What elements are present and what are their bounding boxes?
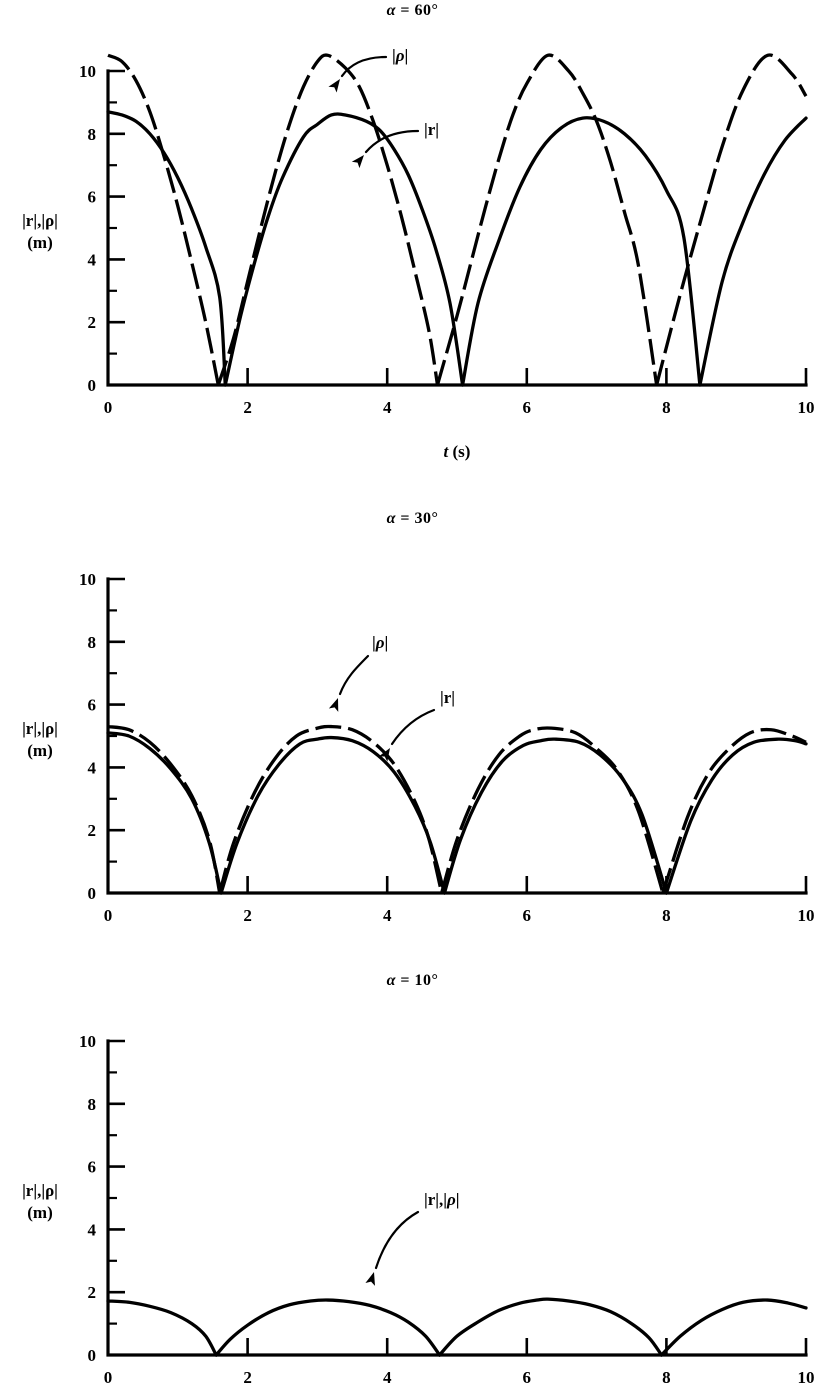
y-axis-label: |r|,|ρ| <box>22 719 58 738</box>
data-curve-r <box>219 735 447 895</box>
axes-alpha-60: 0 2 4 6 8 10 0 2 4 6 8 10 |r|,|ρ| (m) t (s) <box>22 62 814 461</box>
annotations-alpha-10: |r|,|ρ| <box>365 1190 460 1286</box>
y-tick-label: 0 <box>88 884 97 903</box>
data-curve-r <box>437 1297 664 1357</box>
r-label: |r| <box>440 688 455 707</box>
data-curve-series <box>216 53 440 386</box>
y-tick-label: 10 <box>79 570 96 589</box>
data-curve-r <box>442 737 669 895</box>
leader-line <box>364 129 420 154</box>
data-curve-r <box>106 110 227 387</box>
leader-line <box>338 654 370 696</box>
y-tick-label: 6 <box>88 1158 97 1177</box>
r-rho-label: |r|,|ρ| <box>424 1190 460 1209</box>
x-tick-label: 6 <box>523 1368 532 1386</box>
leader-line <box>374 1210 420 1270</box>
x-tick-label: 0 <box>104 1368 113 1386</box>
x-tick-label: 8 <box>662 398 671 417</box>
x-tick-label: 6 <box>523 398 532 417</box>
x-tick-label: 6 <box>523 906 532 924</box>
data-curve-series <box>107 53 220 386</box>
data-curve-r <box>106 731 223 895</box>
plot-svg-alpha-60: 0 2 4 6 8 10 0 2 4 6 8 10 |r|,|ρ| (m) t (s) |ρ| |r| <box>22 46 814 461</box>
x-tick-label: 2 <box>243 906 252 924</box>
y-axis-unit-label: (m) <box>27 233 52 252</box>
data-curve-series <box>107 724 222 894</box>
y-tick-label: 6 <box>88 188 97 207</box>
y-tick-label: 4 <box>88 1220 97 1239</box>
data-curve-r <box>106 1299 218 1357</box>
data-curve-r <box>698 116 808 387</box>
annotations-alpha-60: |ρ| |r| <box>328 46 439 169</box>
leader-line <box>340 55 388 78</box>
x-tick-label: 10 <box>798 906 815 924</box>
data-curve-r <box>664 737 808 895</box>
x-tick-label: 0 <box>104 906 113 924</box>
data-curve-series <box>661 727 807 894</box>
y-tick-label: 8 <box>88 1095 97 1114</box>
y-axis-unit-label: (m) <box>27 1203 52 1222</box>
x-axis-label: t (s) <box>444 442 471 461</box>
y-tick-label: 4 <box>88 250 97 269</box>
y-tick-label: 10 <box>79 1032 96 1051</box>
arrowhead-icon <box>351 155 364 169</box>
annotations-alpha-30: |ρ| |r| <box>328 633 455 762</box>
data-curve-r <box>659 1298 808 1357</box>
curves-alpha-60 <box>106 53 808 387</box>
x-tick-label: 10 <box>798 1368 815 1386</box>
rho-label: |ρ| <box>392 46 408 65</box>
y-tick-label: 8 <box>88 125 97 144</box>
panel-title-alpha-10: α = 10° <box>386 972 439 989</box>
arrowhead-icon <box>328 698 339 712</box>
y-tick-label: 0 <box>88 376 97 395</box>
curves-alpha-30 <box>106 724 808 895</box>
arrowhead-icon <box>328 79 340 93</box>
chart-panel-alpha-60: α = 60° 0 2 4 6 8 10 0 2 4 6 8 10 |r|,|ρ| (m) t (s) |ρ… <box>0 0 825 462</box>
leader-line <box>390 708 436 746</box>
y-tick-label: 10 <box>79 62 96 81</box>
y-tick-label: 0 <box>88 1346 97 1365</box>
curves-alpha-10 <box>106 1297 808 1357</box>
data-curve-series <box>440 726 665 894</box>
arrowhead-icon <box>365 1272 375 1286</box>
x-tick-label: 0 <box>104 398 113 417</box>
x-tick-label: 8 <box>662 1368 671 1386</box>
x-tick-label: 4 <box>383 906 392 924</box>
y-tick-label: 2 <box>88 821 97 840</box>
x-tick-label: 2 <box>243 398 252 417</box>
y-tick-label: 6 <box>88 696 97 715</box>
arrowhead-icon <box>378 748 390 762</box>
y-axis-unit-label: (m) <box>27 741 52 760</box>
y-axis-label: |r|,|ρ| <box>22 1181 58 1200</box>
data-curve-r <box>460 116 702 387</box>
data-curve-series <box>218 724 444 894</box>
data-curve-series <box>435 53 659 386</box>
data-curve-r <box>223 112 465 387</box>
x-tick-label: 4 <box>383 398 392 417</box>
y-tick-label: 8 <box>88 633 97 652</box>
x-tick-label: 8 <box>662 906 671 924</box>
r-label: |r| <box>424 120 439 139</box>
data-curve-series <box>655 53 808 386</box>
data-curve-r <box>214 1298 442 1357</box>
y-tick-label: 2 <box>88 313 97 332</box>
y-tick-label: 2 <box>88 1283 97 1302</box>
x-tick-label: 4 <box>383 1368 392 1386</box>
panel-title-alpha-60: α = 60° <box>386 2 439 19</box>
y-axis-label: |r|,|ρ| <box>22 211 58 230</box>
x-tick-label: 2 <box>243 1368 252 1386</box>
panel-title-alpha-30: α = 30° <box>386 510 439 527</box>
y-tick-label: 4 <box>88 758 97 777</box>
x-tick-label: 10 <box>798 398 815 417</box>
rho-label: |ρ| <box>372 633 388 652</box>
